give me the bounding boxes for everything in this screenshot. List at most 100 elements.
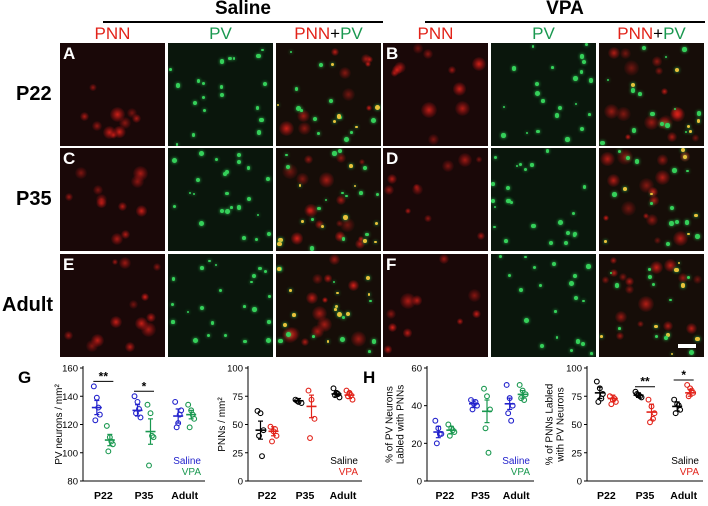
pv-signal — [252, 307, 257, 313]
pv-signal — [339, 116, 343, 120]
pv-signal — [572, 233, 577, 237]
pv-signal — [312, 335, 316, 339]
group-title-saline: Saline — [215, 0, 271, 19]
pv-signal — [188, 192, 192, 195]
pv-signal — [198, 220, 204, 226]
channel-header: PNN — [383, 24, 488, 44]
pv-signal — [573, 274, 577, 278]
pv-signal — [634, 159, 640, 164]
pv-signal — [225, 191, 230, 196]
x-tick-label: Adult — [670, 490, 697, 502]
pv-signal — [502, 105, 506, 109]
pnn-signal — [610, 257, 618, 265]
data-point — [136, 406, 142, 412]
y-tick-label: 25 — [571, 448, 582, 459]
pv-signal — [367, 293, 370, 296]
micrograph-panel — [276, 254, 381, 357]
pv-signal — [256, 213, 259, 216]
pnn-signal — [297, 122, 311, 136]
pv-signal — [342, 316, 346, 320]
pv-signal — [587, 113, 591, 116]
pv-signal — [531, 45, 535, 48]
pv-signal — [175, 143, 179, 146]
pv-signal — [375, 105, 381, 110]
data-point — [645, 396, 652, 403]
pv-signal — [246, 166, 251, 171]
pv-signal — [223, 334, 228, 338]
pnn-signal — [130, 174, 144, 188]
x-tick-label: P35 — [135, 490, 154, 502]
pv-signal — [186, 311, 190, 314]
pv-signal — [375, 221, 379, 225]
data-point — [173, 424, 180, 431]
pnn-signal — [63, 331, 73, 341]
pv-signal — [600, 140, 605, 146]
pv-signal — [225, 169, 230, 174]
pnn-signal — [140, 292, 150, 302]
pv-signal — [191, 132, 196, 137]
pnn-signal — [305, 292, 318, 305]
pv-signal — [256, 130, 262, 136]
pnn-signal — [391, 64, 402, 75]
y-axis-label: with PV Neurons — [556, 387, 567, 462]
pnn-signal — [620, 48, 632, 59]
pnn-signal — [648, 187, 658, 197]
pnn-signal — [304, 203, 318, 218]
pnn-signal — [656, 154, 669, 166]
pnn-signal — [454, 100, 471, 117]
pv-signal — [369, 299, 372, 303]
pv-signal — [518, 288, 524, 293]
pv-signal — [557, 220, 563, 226]
channel-header: PNN+PV — [599, 24, 704, 44]
pv-signal — [223, 171, 228, 176]
pnn-signal — [321, 296, 329, 304]
y-tick-label: 0 — [238, 477, 243, 488]
pv-signal — [539, 344, 545, 349]
pv-signal — [509, 200, 514, 205]
pv-signal — [580, 126, 585, 131]
significance-label: ** — [640, 375, 650, 389]
pv-signal — [363, 238, 367, 243]
pv-signal — [670, 206, 674, 211]
pnn-signal — [111, 233, 124, 246]
data-point — [150, 434, 157, 441]
pv-signal — [526, 131, 529, 135]
pv-signal — [571, 212, 575, 216]
pnn-signal — [615, 311, 628, 323]
pnn-signal — [442, 160, 454, 173]
pnn-signal — [96, 193, 108, 206]
data-point — [311, 415, 318, 422]
pv-signal — [171, 158, 177, 164]
pv-signal — [669, 298, 673, 302]
pv-signal — [255, 106, 260, 110]
channel-header-part: PNN — [294, 24, 331, 43]
pv-signal — [665, 241, 670, 247]
y-tick-label: 75 — [571, 392, 582, 403]
pv-signal — [650, 112, 655, 117]
pv-signal — [243, 305, 246, 308]
pv-signal — [192, 192, 196, 196]
pv-signal — [175, 83, 181, 88]
pv-signal — [508, 273, 512, 278]
pnn-signal — [93, 185, 103, 195]
pv-signal — [638, 92, 642, 96]
pnn-signal — [655, 66, 664, 75]
pv-signal — [195, 177, 201, 183]
pv-signal — [230, 206, 233, 209]
pv-signal — [363, 165, 368, 170]
pv-signal — [268, 295, 271, 298]
pv-signal — [252, 274, 257, 279]
micrograph-panel — [168, 254, 273, 357]
pnn-signal — [624, 133, 632, 141]
channel-header-part: + — [330, 24, 341, 43]
channel-header: PV — [491, 24, 596, 44]
pnn-signal — [468, 289, 482, 303]
pv-signal — [568, 281, 574, 286]
pv-signal — [579, 69, 584, 74]
pv-signal — [218, 288, 223, 293]
pnn-signal — [404, 208, 411, 215]
pnn-signal — [648, 195, 660, 207]
pv-signal — [625, 156, 630, 161]
pv-signal — [355, 125, 358, 129]
pnn-signal — [354, 238, 366, 250]
